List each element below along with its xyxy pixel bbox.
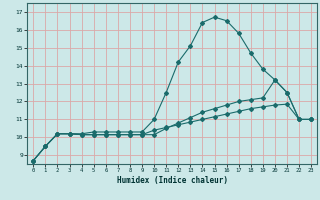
X-axis label: Humidex (Indice chaleur): Humidex (Indice chaleur) (117, 176, 228, 185)
